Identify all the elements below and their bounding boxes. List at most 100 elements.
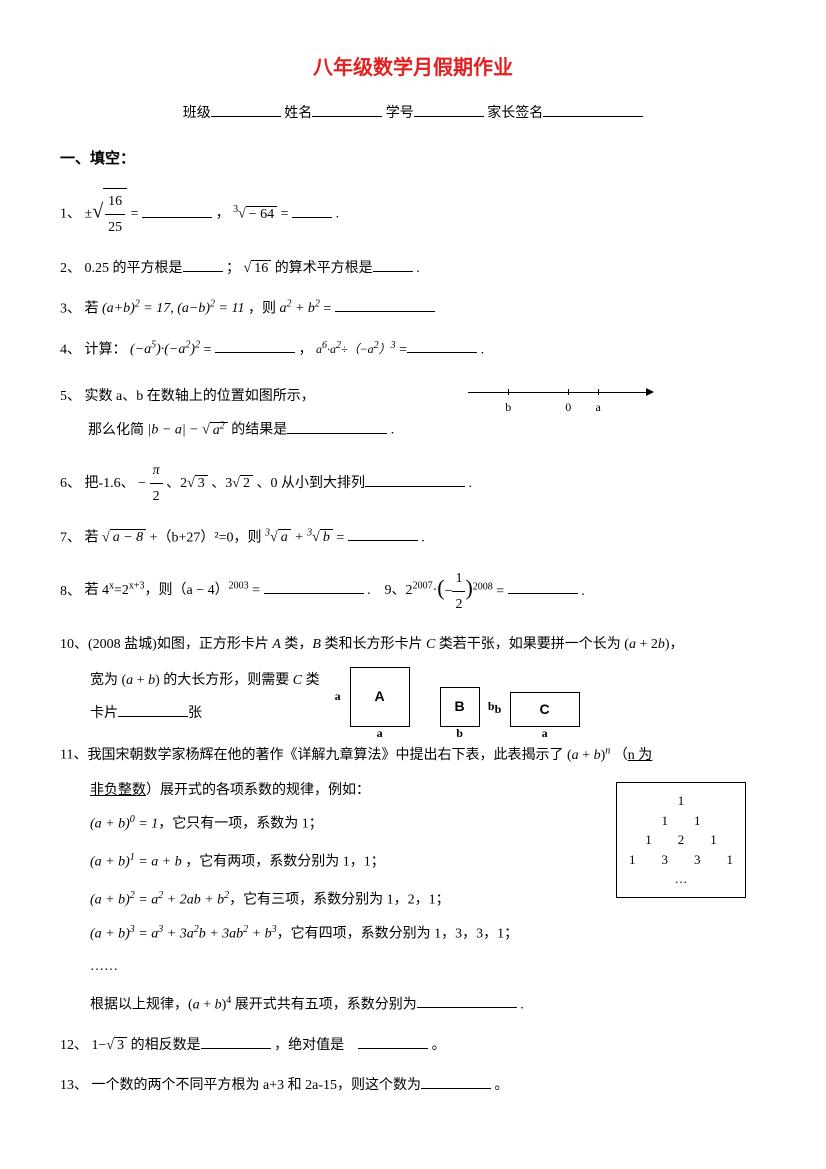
q11-num: 11、 [60,748,87,763]
q6-num: 6、 [60,476,81,491]
axis-a: a [596,397,601,419]
number-line: b 0 a [468,377,668,417]
q4-blank2 [407,339,477,353]
q3-eq: = [323,301,334,316]
q7-t2: +（b+27）²=0，则 [150,530,262,545]
q1-period: . [336,207,340,222]
q7-eq: = [336,530,347,545]
card-a-left: a [335,686,341,708]
q7-t1: 若 [85,530,99,545]
page-title: 八年级数学月假期作业 [60,50,766,86]
q2-blank2 [373,258,413,272]
q2-t3: 的算术平方根是 [275,261,373,276]
card-c: C [510,692,580,727]
parent-sig-label: 家长签名 [487,106,543,121]
q5-t2: 那么化简 [88,423,144,438]
pascal-r1: 1 1 [629,811,733,831]
q2-num: 2、 [60,261,81,276]
q10-blank [118,703,188,717]
question-4: 4、 计算： (−a5)·(−a2)2 = ， a6·a2÷（−a2）3 = . [60,337,766,363]
q1-eq2: = [281,207,292,222]
question-11: 11、我国宋朝数学家杨辉在他的著作《详解九章算法》中提出右下表，此表揭示了 (a… [60,742,766,1017]
q12-t2: ，绝对值是 [274,1038,344,1053]
question-13: 13、 一个数的两个不同平方根为 a+3 和 2a-15，则这个数为 。 [60,1073,766,1098]
q8-num: 8、 [60,583,81,598]
q6-t1: 把-1.6、 [85,476,135,491]
q1-cbrt: − 64 [246,206,277,222]
pascal-r4: … [629,869,733,889]
q3-num: 3、 [60,301,81,316]
q4-blank1 [215,339,255,353]
q2-semi: ； [226,261,240,276]
card-diagram: a A a B b b b C a [350,667,580,727]
q2-sqrt: 16 [251,260,271,276]
question-6: 6、 把-1.6、 − π 2 、2√3 、3√2 、0 从小到大排列 . [60,458,766,509]
q13-blank [421,1075,491,1089]
q5-t3: 的结果是 [231,423,287,438]
q4-blank1b [255,339,295,353]
q3-blank [335,298,435,312]
q3-t2: ，则 [248,301,280,316]
q7-blank [348,527,418,541]
q1-blank2 [292,204,332,218]
q4-period: . [481,342,485,357]
parent-sig-blank [543,103,643,117]
q4-comma: ， [298,342,312,357]
q5-period: . [391,423,395,438]
question-3: 3、 若 (a+b)2 = 17, (a−b)2 = 11 ，则 a2 + b2… [60,296,766,322]
q1-comma: ， [216,207,230,222]
q1-eq1: = [131,207,142,222]
card-c-left: b [495,699,502,721]
q13-t1: 一个数的两个不同平方根为 a+3 和 2a-15，则这个数为 [92,1078,421,1093]
q1-frac-den: 25 [105,215,125,240]
pascal-r2: 1 2 1 [629,830,733,850]
q4-t1: 计算： [85,342,127,357]
q9-blank [508,580,578,594]
question-10: 10、(2008 盐城)如图，正方形卡片 A 类，B 类和长方形卡片 C 类若干… [60,632,766,727]
q2-blank1 [183,258,223,272]
q13-num: 13、 [60,1078,88,1093]
q2-t1: 0.25 的平方根是 [85,261,183,276]
card-b: B [440,687,480,727]
q9-period: . [581,583,585,598]
q1-num: 1、 [60,207,81,222]
q5-blank [287,420,387,434]
q11-ellipsis: …… [90,954,766,979]
q1-frac-num: 16 [105,189,125,215]
class-label: 班级 [183,106,211,121]
q4-eq2: = [399,342,407,357]
pascal-triangle: 1 1 1 1 2 1 1 3 3 1 … [616,782,746,898]
q6-period: . [468,476,472,491]
question-5: 5、 实数 a、b 在数轴上的位置如图所示， b 0 a 那么化简 |b − a… [60,377,766,443]
name-blank [312,103,382,117]
q2-period: . [416,261,420,276]
class-blank [211,103,281,117]
q4-num: 4、 [60,342,81,357]
q12-num: 12、 [60,1038,88,1053]
question-12: 12、 1−√3 的相反数是 ，绝对值是 。 [60,1033,766,1058]
id-label: 学号 [386,106,414,121]
q7-num: 7、 [60,530,81,545]
name-label: 姓名 [284,106,312,121]
axis-0: 0 [565,397,571,419]
q6-pi: π [150,458,163,484]
q6-blank [365,473,465,487]
q6-2: 2 [150,484,163,509]
q8-blank [264,580,364,594]
q7-period: . [421,530,425,545]
question-8-9: 8、 若 4x=2x+3，则（a − 4）2003 = . 9、22007·(−… [60,566,766,617]
q1-blank1 [142,204,212,218]
q13-period: 。 [494,1078,508,1093]
header-info: 班级 姓名 学号 家长签名 [60,101,766,126]
id-blank [414,103,484,117]
q12-blank2 [358,1035,428,1049]
q5-t1: 实数 a、b 在数轴上的位置如图所示， [85,390,315,405]
q10-num: 10、 [60,637,88,652]
card-b-right: b [488,696,495,718]
pascal-r0: 1 [629,791,733,811]
question-7: 7、 若 √a − 8 +（b+27）²=0，则 3√a + 3√b = . [60,525,766,551]
q12-period: 。 [432,1038,446,1053]
q9-eq: = [496,583,507,598]
card-a: A [350,667,410,727]
question-1: 1、 ±√ 16 25 = ， 3√− 64 = . [60,188,766,240]
